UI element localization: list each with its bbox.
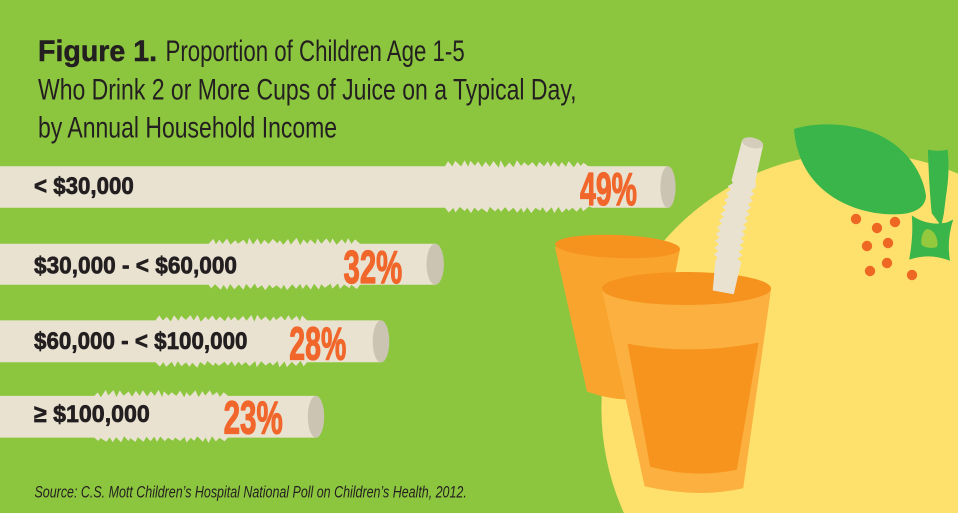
svg-text:≥ $100,000: ≥ $100,000 (34, 401, 150, 428)
svg-text:Who Drink 2 or More Cups of Ju: Who Drink 2 or More Cups of Juice on a T… (38, 73, 577, 106)
svg-text:< $30,000: < $30,000 (34, 173, 134, 200)
svg-text:Source: C.S. Mott Children’s H: Source: C.S. Mott Children’s Hospital Na… (35, 482, 467, 501)
svg-text:32%: 32% (344, 241, 403, 293)
svg-text:Proportion of Children Age 1-5: Proportion of Children Age 1-5 (166, 35, 465, 68)
svg-text:by Annual Household Income: by Annual Household Income (38, 112, 337, 145)
svg-text:23%: 23% (224, 391, 283, 443)
svg-text:Figure 1.: Figure 1. (38, 35, 157, 68)
svg-text:$60,000 - < $100,000: $60,000 - < $100,000 (34, 328, 248, 355)
svg-text:28%: 28% (289, 318, 346, 370)
svg-text:$30,000 - < $60,000: $30,000 - < $60,000 (34, 252, 237, 279)
svg-text:49%: 49% (580, 163, 637, 215)
